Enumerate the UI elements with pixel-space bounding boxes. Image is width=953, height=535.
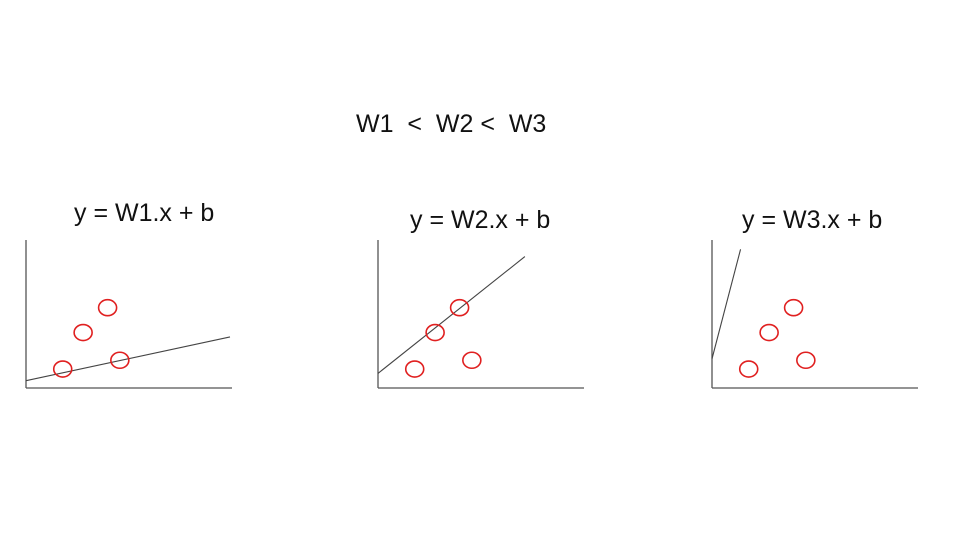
fit-line [377,256,526,374]
panel-w2: y = W2.x + b [377,195,608,405]
equation-w3: y = W3.x + b [742,206,883,234]
plot-w1 [25,240,232,389]
data-point [73,323,93,342]
panel-w1: y = W1.x + b [25,195,256,405]
fit-line [711,249,742,359]
data-point [462,351,482,370]
data-point [759,323,779,342]
data-point [97,298,118,317]
panel-w3: y = W3.x + b [711,195,942,405]
equation-w2: y = W2.x + b [410,206,551,234]
headline-inequality: W1 < W2 < W3 [356,110,547,138]
equation-w1: y = W1.x + b [74,199,215,227]
data-point [52,360,73,378]
data-point [404,360,425,378]
data-point [449,298,470,317]
data-point [738,360,759,378]
plot-w3 [711,240,918,389]
data-point [110,351,130,370]
data-point [796,351,816,370]
plot-w2 [377,240,584,389]
data-point [425,323,445,342]
data-point [783,298,804,317]
